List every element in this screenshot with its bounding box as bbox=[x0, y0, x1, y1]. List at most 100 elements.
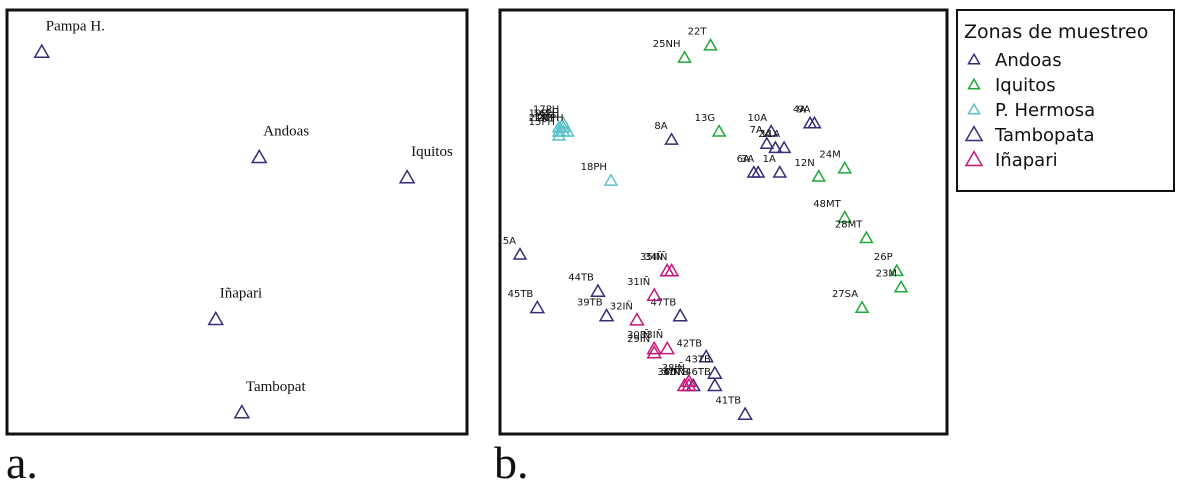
point-34iñ bbox=[663, 262, 680, 277]
legend-entries: Andoas Iquitos P. Hermosa Tambopata Iñapari bbox=[964, 50, 1095, 171]
point-iñapari bbox=[207, 310, 225, 326]
label-22t: 22T bbox=[688, 27, 708, 38]
legend-label-iquitos: Iquitos bbox=[995, 75, 1056, 96]
label-13g: 13G bbox=[695, 113, 715, 124]
point-andoas bbox=[250, 148, 268, 164]
label-23m: 23M bbox=[876, 269, 897, 280]
label-5a: 5A bbox=[503, 236, 516, 247]
point-23m bbox=[893, 279, 909, 293]
point-1a bbox=[772, 165, 788, 178]
legend-label-tambopata: Tambopata bbox=[994, 125, 1095, 146]
point-17ph bbox=[555, 115, 571, 129]
legend-label-p-hermosa: P. Hermosa bbox=[995, 100, 1095, 121]
label-15ph: 15PH bbox=[529, 117, 555, 128]
point-5a bbox=[512, 247, 528, 260]
point-20ph bbox=[560, 124, 575, 137]
label-30iñ: 30IÑ bbox=[627, 328, 650, 341]
label-8a: 8A bbox=[654, 121, 667, 132]
point-39tb bbox=[598, 308, 615, 322]
point-47tb bbox=[672, 308, 688, 322]
label-12n: 12N bbox=[795, 158, 815, 169]
point-10a bbox=[763, 124, 779, 137]
label-44tb: 44TB bbox=[568, 273, 594, 284]
point-29iñ bbox=[646, 344, 663, 359]
point-12n bbox=[811, 169, 827, 182]
point-45tb bbox=[529, 299, 546, 314]
point-pampa-h- bbox=[33, 43, 51, 58]
label-16ph: 16PH bbox=[533, 109, 559, 120]
label-7a: 7A bbox=[750, 125, 763, 136]
point-27sa bbox=[854, 300, 870, 314]
point-13g bbox=[711, 124, 727, 137]
point-38iñ bbox=[681, 373, 697, 388]
legend-marker-iquitos bbox=[967, 77, 981, 90]
legend-label-andoas: Andoas bbox=[995, 50, 1062, 71]
label-4a: 4A bbox=[793, 105, 806, 116]
legend-title: Zonas de muestreo bbox=[964, 21, 1148, 43]
point-31iñ bbox=[646, 287, 663, 302]
label-34iñ: 34IÑ bbox=[644, 250, 667, 263]
label-6a: 6A bbox=[737, 154, 750, 165]
point-48mt bbox=[837, 210, 853, 223]
label-2a: 2A bbox=[758, 129, 771, 140]
label-47tb: 47TB bbox=[650, 297, 676, 308]
label-40tb: 40TB bbox=[663, 367, 689, 378]
point-9a bbox=[807, 115, 822, 129]
label-29iñ: 29IÑ bbox=[627, 332, 650, 345]
label-28mt: 28MT bbox=[835, 219, 863, 230]
label-9a: 9A bbox=[797, 105, 810, 116]
label-33iñ: 33IÑ bbox=[640, 328, 663, 341]
point-42tb bbox=[698, 349, 714, 363]
label-26p: 26P bbox=[874, 252, 893, 263]
panel-a-frame bbox=[5, 8, 469, 436]
label-21ph: 21PH bbox=[529, 113, 555, 124]
label-andoas: Andoas bbox=[263, 124, 309, 140]
label-18ph: 18PH bbox=[581, 162, 607, 173]
point-tambopat bbox=[233, 404, 251, 419]
legend-marker-p-hermosa bbox=[967, 102, 981, 115]
panel-b-caption: b. bbox=[494, 437, 529, 488]
panel-b-frame bbox=[498, 8, 949, 436]
point-3a bbox=[750, 165, 766, 178]
legend-marker-iñapari bbox=[964, 150, 984, 167]
label-iñapari: Iñapari bbox=[220, 286, 262, 302]
label-3a: 3A bbox=[741, 154, 754, 165]
point-26p bbox=[889, 263, 904, 277]
point-24m bbox=[837, 160, 853, 174]
label-38iñ: 38IÑ bbox=[662, 361, 685, 374]
point-22t bbox=[703, 37, 718, 51]
point-30iñ bbox=[646, 340, 663, 355]
label-45tb: 45TB bbox=[508, 289, 534, 300]
point-28mt bbox=[859, 230, 874, 244]
legend-marker-tambopata bbox=[964, 125, 984, 142]
legend-frame bbox=[956, 9, 1175, 192]
label-31iñ: 31IÑ bbox=[627, 275, 650, 288]
point-41tb bbox=[737, 406, 753, 420]
point-44tb bbox=[590, 283, 606, 297]
point-7a bbox=[759, 136, 775, 150]
label-39tb: 39TB bbox=[577, 297, 603, 308]
label-41tb: 41TB bbox=[715, 396, 741, 407]
label-46tb: 46TB bbox=[685, 367, 711, 378]
panel-a-caption: a. bbox=[6, 437, 38, 488]
label-14ph: 14PH bbox=[533, 113, 559, 124]
label-24m: 24M bbox=[819, 150, 840, 161]
label-35iñ: 35IÑ bbox=[640, 250, 663, 263]
label-36iñ: 36IÑ bbox=[657, 365, 680, 378]
label-37iñ: 37IÑ bbox=[662, 365, 685, 378]
label-43tb: 43TB bbox=[685, 355, 711, 366]
label-tambopat: Tambopat bbox=[246, 379, 307, 395]
point-25nh bbox=[677, 50, 692, 63]
panel-a-marks: Pampa H. Andoas Iquitos Iñapari Tambopat bbox=[33, 18, 453, 419]
point-11a bbox=[776, 140, 792, 154]
point-8a bbox=[664, 132, 679, 145]
point-18ph bbox=[603, 173, 619, 186]
label-48mt: 48MT bbox=[813, 199, 841, 210]
point-32iñ bbox=[629, 312, 645, 326]
point-37iñ bbox=[681, 377, 697, 392]
label-27sa: 27SA bbox=[832, 289, 858, 300]
legend-marker-andoas bbox=[967, 52, 981, 65]
point-33iñ bbox=[659, 340, 676, 355]
